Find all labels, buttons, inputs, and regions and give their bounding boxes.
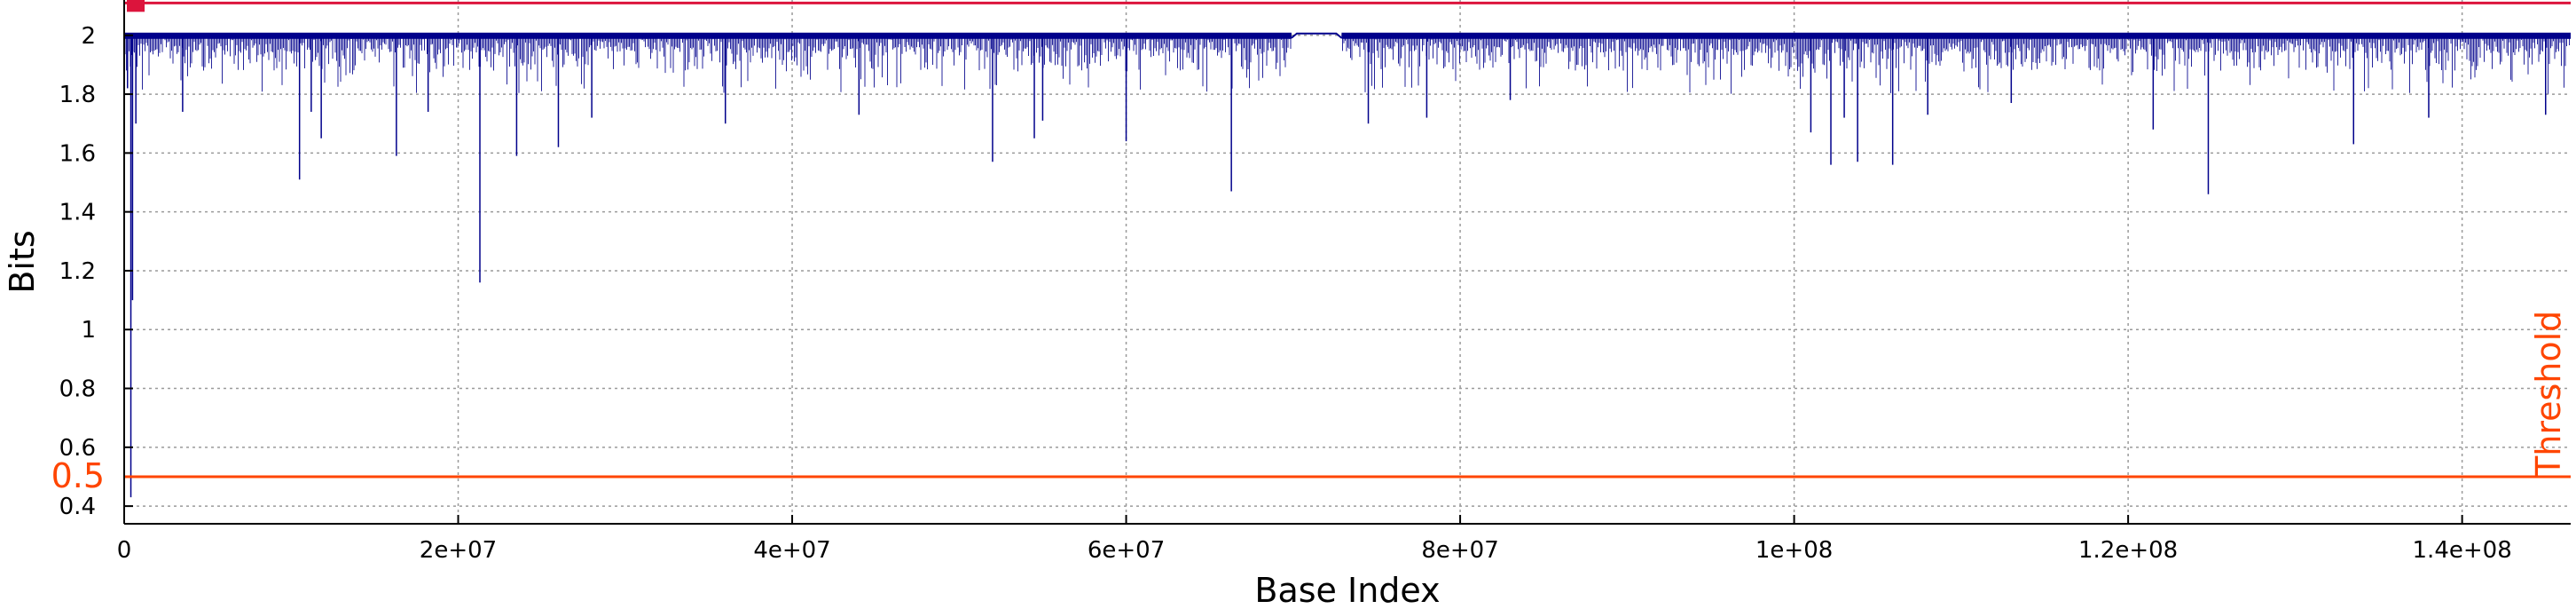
y-tick-label: 0.4 (59, 494, 96, 520)
x-tick-label: 4e+07 (753, 537, 830, 564)
series-band (124, 32, 1292, 39)
x-tick-label: 6e+07 (1088, 537, 1165, 564)
series-band (1341, 32, 2571, 39)
y-tick-label: 0.6 (59, 435, 96, 462)
series-gap (1291, 32, 1343, 39)
y-tick-label: 1.8 (59, 82, 96, 108)
x-tick-label: 2e+07 (420, 537, 497, 564)
x-tick-label: 1.4e+08 (2413, 537, 2512, 564)
y-tick-label: 1.4 (59, 200, 96, 226)
y-tick-label: 2 (81, 23, 96, 50)
series-bits (124, 32, 2571, 498)
x-tick-label: 1.2e+08 (2078, 537, 2178, 564)
x-axis-title: Base Index (1254, 571, 1440, 609)
x-tick-label: 0 (117, 537, 132, 564)
y-tick-label: 0.8 (59, 376, 96, 403)
y-tick-label: 1.6 (59, 140, 96, 167)
ticks: 0.4 0.6 0.8 1 1.2 1.4 1.6 1.8 2 0 2e+07 4e+07 6e+07 8… (59, 23, 2512, 564)
x-tick-label: 8e+07 (1421, 537, 1498, 564)
annotations: 0.5 Threshold (51, 0, 2571, 495)
series-line (124, 32, 2571, 498)
threshold-value-label: 0.5 (51, 456, 105, 495)
plot-background (124, 0, 2571, 524)
x-tick-label: 1e+08 (1755, 537, 1833, 564)
y-tick-label: 1.2 (59, 258, 96, 285)
threshold-label: Threshold (2529, 311, 2568, 478)
y-tick-label: 1 (81, 317, 96, 344)
y-axis-title: Bits (3, 230, 42, 293)
annotation-marker (127, 0, 145, 12)
